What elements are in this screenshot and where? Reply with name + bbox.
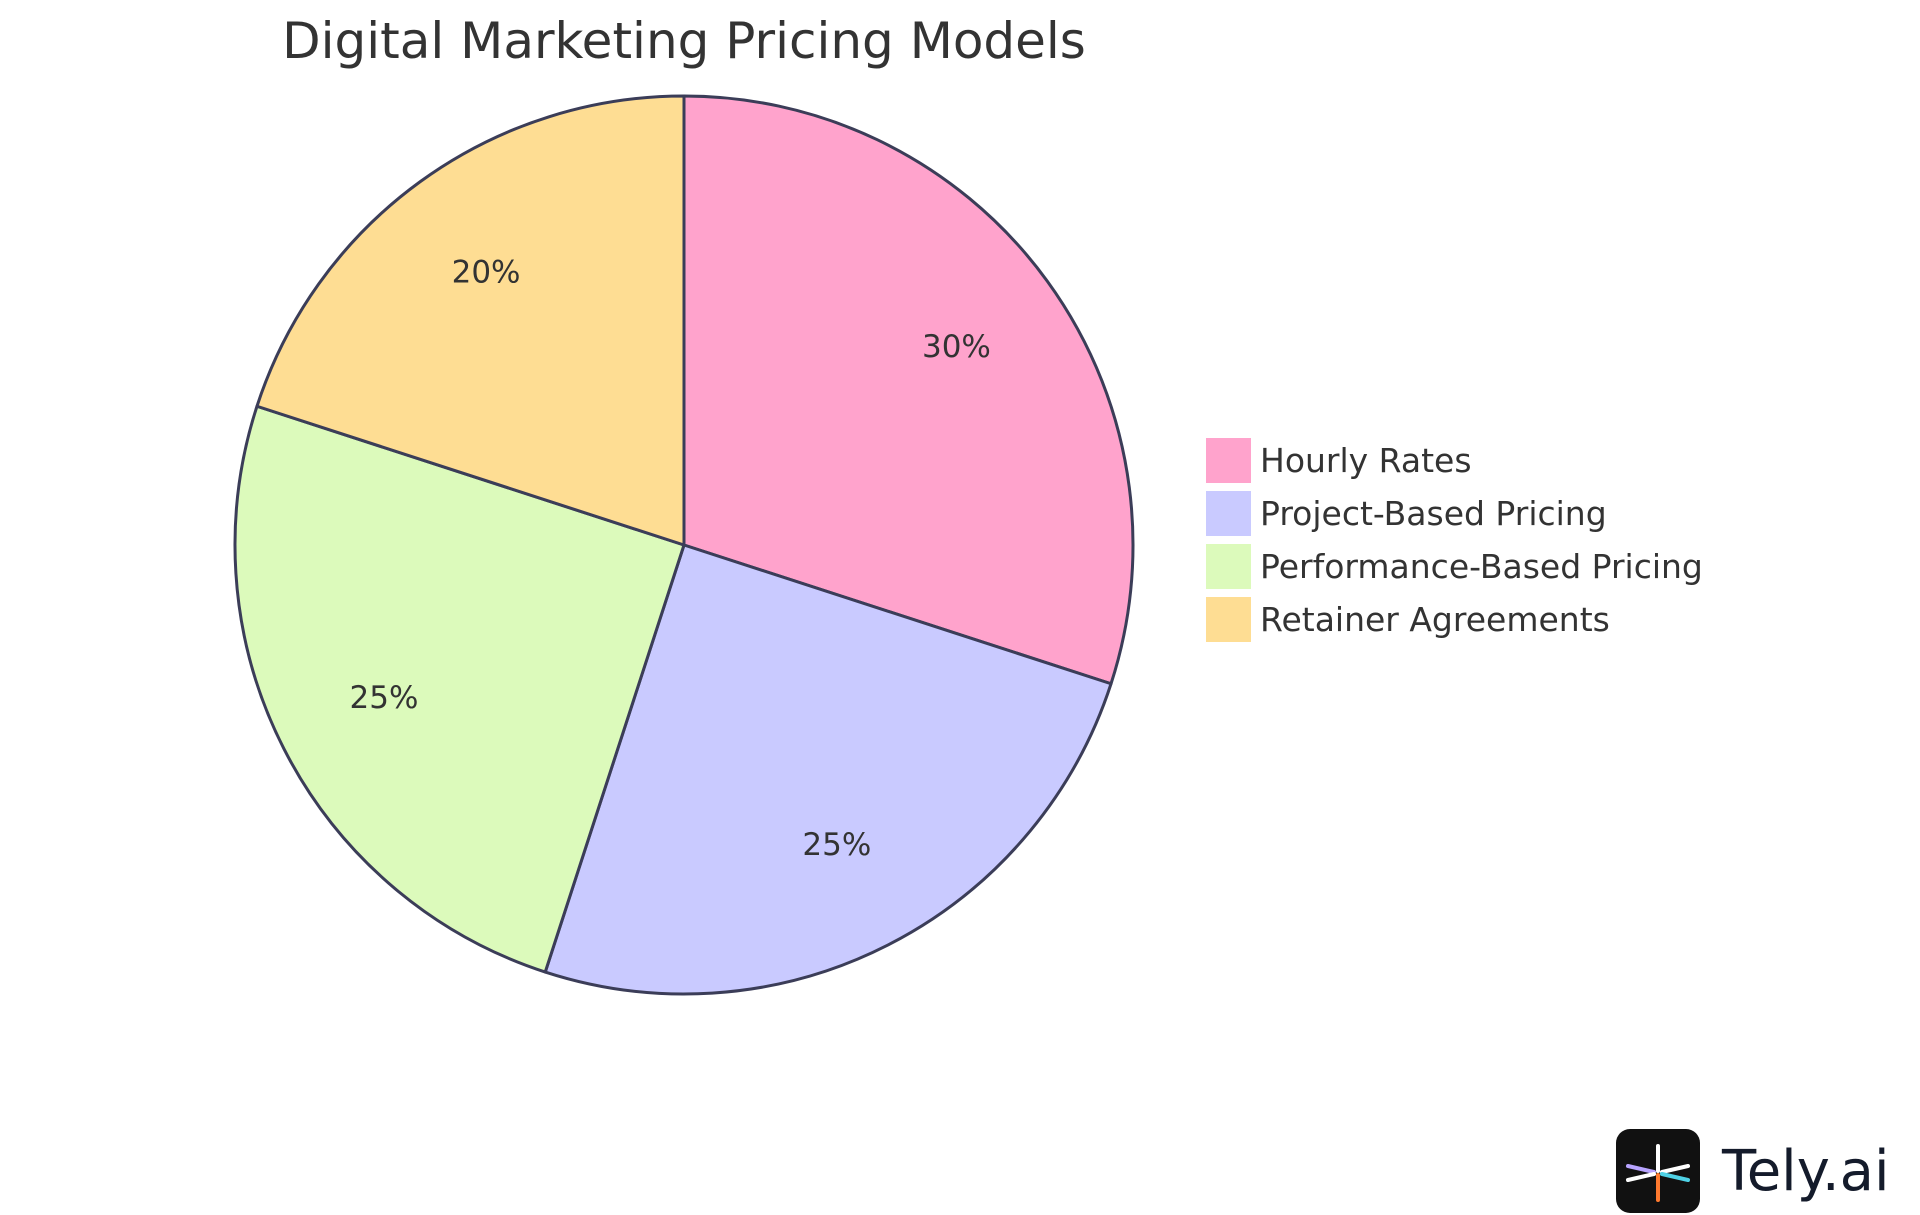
legend-item-project-based-pricing: Project-Based Pricing [1206, 491, 1607, 536]
legend-label: Retainer Agreements [1260, 600, 1610, 639]
pie-slice-project-based-pricing [543, 543, 1113, 996]
pie-slice-retainer-agreements [255, 94, 686, 547]
slice-label-hourly-rates: 30% [922, 329, 991, 365]
slice-label-project-based-pricing: 25% [802, 827, 871, 863]
legend-item-retainer-agreements: Retainer Agreements [1206, 597, 1610, 642]
pie-slice-hourly-rates [682, 94, 1135, 686]
tely-logo-icon [1616, 1129, 1700, 1213]
slice-label-performance-based-pricing: 25% [350, 680, 419, 716]
legend-swatch [1206, 491, 1251, 536]
legend-item-hourly-rates: Hourly Rates [1206, 438, 1472, 483]
legend-label: Performance-Based Pricing [1260, 547, 1703, 586]
legend: Hourly Rates Project-Based Pricing Perform… [1206, 438, 1703, 642]
legend-swatch [1206, 597, 1251, 642]
pie-slices [233, 94, 1135, 996]
legend-swatch [1206, 544, 1251, 589]
chart-title: Digital Marketing Pricing Models [282, 12, 1086, 70]
pie-slice-performance-based-pricing [233, 404, 686, 974]
slice-label-retainer-agreements: 20% [452, 255, 521, 291]
legend-swatch [1206, 438, 1251, 483]
legend-label: Project-Based Pricing [1260, 494, 1607, 533]
legend-item-performance-based-pricing: Performance-Based Pricing [1206, 544, 1703, 589]
legend-label: Hourly Rates [1260, 441, 1472, 480]
pie-labels: 30% 25% 25% 20% [350, 255, 991, 863]
brand-name: Tely.ai [1721, 1139, 1890, 1204]
brand-logo: Tely.ai [1616, 1129, 1890, 1213]
